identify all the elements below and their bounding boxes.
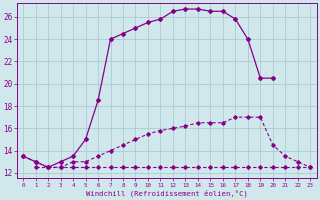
X-axis label: Windchill (Refroidissement éolien,°C): Windchill (Refroidissement éolien,°C): [86, 189, 248, 197]
